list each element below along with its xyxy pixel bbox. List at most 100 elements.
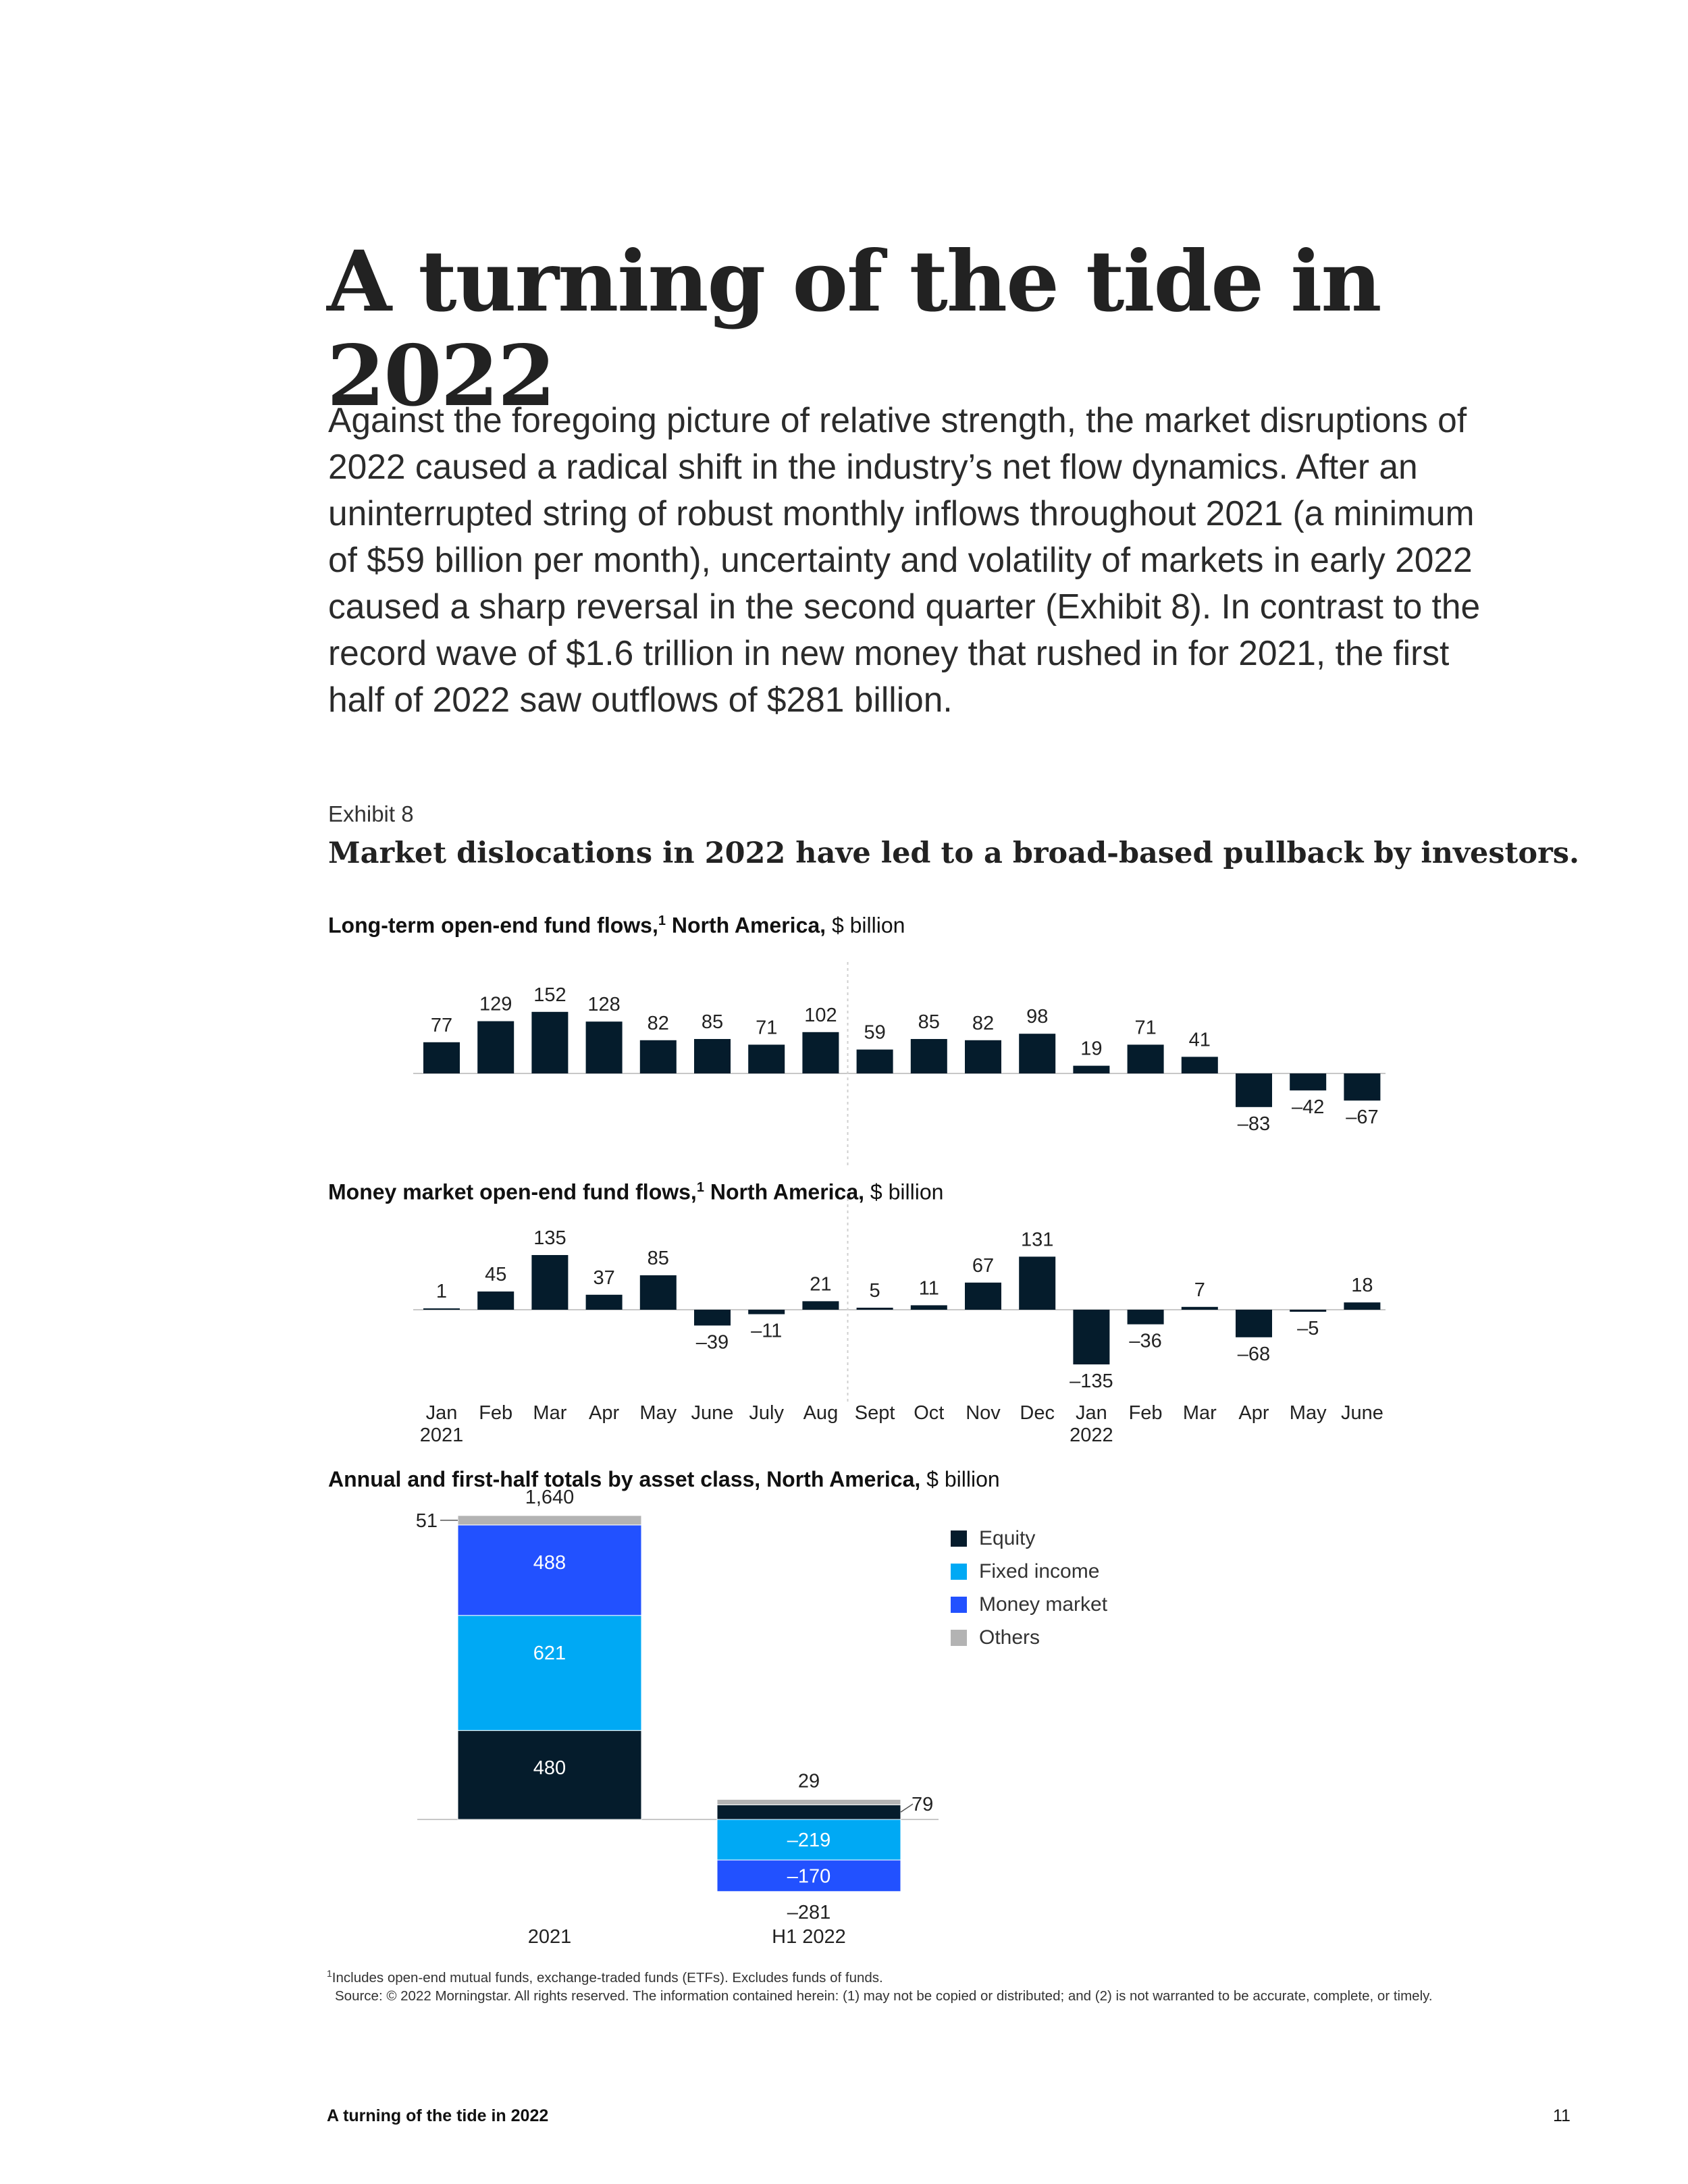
moneymarket-data-label: 7 xyxy=(1194,1279,1205,1301)
longterm-data-label: –67 xyxy=(1346,1107,1378,1128)
longterm-bar xyxy=(1290,1073,1327,1091)
longterm-bar xyxy=(585,1021,623,1073)
moneymarket-bar xyxy=(1127,1310,1164,1325)
month-tick-label: June xyxy=(691,1402,734,1424)
annual-bar-segment xyxy=(457,1730,642,1820)
longterm-data-label: 77 xyxy=(431,1015,452,1036)
page-number: 11 xyxy=(1553,2106,1571,2125)
moneymarket-data-label: –5 xyxy=(1297,1318,1319,1339)
moneymarket-data-label: 18 xyxy=(1351,1275,1373,1296)
annual-subtitle-unit: $ billion xyxy=(920,1467,1000,1491)
footnote-source: Source: © 2022 Morningstar. All rights r… xyxy=(335,1988,1433,2004)
moneymarket-chart-subtitle: Money market open-end fund flows,1 North… xyxy=(328,1174,943,1206)
legend-item-money-market: Money market xyxy=(951,1588,1107,1621)
exhibit-label: Exhibit 8 xyxy=(328,801,414,826)
longterm-subtitle-bold: Long-term open-end fund flows, xyxy=(328,913,658,938)
moneymarket-data-label: 37 xyxy=(593,1267,614,1289)
moneymarket-data-label: 67 xyxy=(972,1255,994,1277)
longterm-data-label: 71 xyxy=(1134,1017,1156,1038)
annual-total-label: –281 xyxy=(787,1902,831,1923)
longterm-bar xyxy=(1181,1057,1218,1073)
moneymarket-bar xyxy=(1290,1310,1327,1312)
annual-chart-subtitle: Annual and first-half totals by asset cl… xyxy=(328,1466,1000,1493)
chart-legend: Equity Fixed income Money market Others xyxy=(951,1522,1107,1654)
month-tick-label: Mar xyxy=(1183,1402,1217,1424)
moneymarket-data-label: –135 xyxy=(1070,1370,1113,1392)
longterm-bar xyxy=(1019,1034,1056,1073)
moneymarket-data-label: –39 xyxy=(696,1331,729,1353)
moneymarket-data-label: 85 xyxy=(648,1248,669,1269)
longterm-subtitle-region: North America, xyxy=(665,913,826,938)
moneymarket-bar xyxy=(1344,1302,1381,1310)
moneymarket-data-label: –36 xyxy=(1129,1331,1161,1352)
annual-segment-label: 621 xyxy=(533,1643,566,1664)
longterm-data-label: 128 xyxy=(587,994,620,1015)
month-tick-label: Apr xyxy=(589,1402,619,1424)
annual-total-label: 1,640 xyxy=(525,1487,575,1508)
month-tick-label: May xyxy=(1290,1402,1327,1424)
month-tick-label: Apr xyxy=(1238,1402,1269,1424)
annual-segment-label: –170 xyxy=(787,1865,831,1887)
moneymarket-bar xyxy=(423,1308,460,1310)
longterm-data-label: 85 xyxy=(702,1011,723,1033)
footnote-line-1: Includes open-end mutual funds, exchange… xyxy=(332,1969,883,1986)
longterm-data-label: 41 xyxy=(1189,1029,1211,1050)
month-tick-label: July xyxy=(749,1402,784,1424)
annual-subtitle-bold: Annual and first-half totals by asset cl… xyxy=(328,1467,921,1491)
moneymarket-data-label: 5 xyxy=(870,1280,880,1302)
longterm-bar xyxy=(423,1042,460,1073)
month-tick-label: Feb xyxy=(479,1402,512,1424)
longterm-data-label: –42 xyxy=(1292,1096,1324,1118)
longterm-subtitle-sup: 1 xyxy=(658,913,666,928)
month-tick-label: Jan xyxy=(426,1402,458,1424)
footnote: 1Includes open-end mutual funds, exchang… xyxy=(327,1965,1515,2005)
annual-bar-segment xyxy=(716,1859,901,1892)
annual-leader-line xyxy=(900,1803,914,1813)
legend-swatch-others xyxy=(951,1629,967,1646)
annual-segment-label: 51 xyxy=(416,1510,438,1532)
longterm-data-label: 102 xyxy=(804,1005,837,1026)
longterm-data-label: 129 xyxy=(479,994,512,1015)
month-tick-label: Oct xyxy=(914,1402,944,1424)
longterm-data-label: 59 xyxy=(864,1022,885,1044)
annual-bar-segment xyxy=(716,1804,901,1820)
month-tick-label: Nov xyxy=(966,1402,1001,1424)
annual-segment-label: 29 xyxy=(798,1770,820,1792)
moneymarket-bar xyxy=(531,1255,569,1310)
longterm-bar xyxy=(1344,1073,1381,1101)
moneymarket-bar xyxy=(965,1282,1001,1310)
longterm-data-label: 19 xyxy=(1080,1038,1102,1060)
longterm-bar xyxy=(531,1011,569,1073)
moneymarket-bar xyxy=(585,1294,623,1310)
moneymarket-bar xyxy=(1019,1256,1056,1310)
longterm-bar xyxy=(965,1040,1001,1073)
moneymarket-data-label: 131 xyxy=(1021,1229,1053,1250)
longterm-bar xyxy=(910,1039,947,1073)
year-label-2021: 2021 xyxy=(420,1424,464,1446)
annual-bar-segment xyxy=(716,1819,901,1861)
moneymarket-bar xyxy=(910,1305,947,1310)
moneymarket-bar xyxy=(1073,1310,1110,1364)
legend-label-money-market: Money market xyxy=(979,1593,1108,1616)
annual-segment-label: 480 xyxy=(533,1757,566,1779)
longterm-chart-subtitle: Long-term open-end fund flows,1 North Am… xyxy=(328,907,905,939)
annual-bar-segment xyxy=(457,1515,642,1526)
longterm-bar xyxy=(1127,1044,1164,1073)
month-tick-label: Dec xyxy=(1020,1402,1055,1424)
annual-category-label: H1 2022 xyxy=(772,1926,846,1948)
moneymarket-data-label: –68 xyxy=(1238,1343,1270,1365)
longterm-data-label: 82 xyxy=(648,1013,669,1034)
month-tick-label: Aug xyxy=(803,1402,839,1424)
annual-segment-label: 79 xyxy=(912,1794,933,1815)
year-label-2022: 2022 xyxy=(1070,1424,1113,1446)
longterm-bar xyxy=(1236,1073,1272,1107)
longterm-data-label: –83 xyxy=(1238,1113,1270,1135)
moneymarket-data-label: 135 xyxy=(533,1227,566,1249)
longterm-data-label: 82 xyxy=(972,1013,994,1034)
longterm-bar xyxy=(639,1040,677,1073)
legend-swatch-money-market xyxy=(951,1596,967,1613)
longterm-data-label: 71 xyxy=(756,1017,777,1038)
moneymarket-subtitle-sup: 1 xyxy=(696,1180,704,1195)
intro-paragraph: Against the foregoing picture of relativ… xyxy=(328,400,1481,719)
